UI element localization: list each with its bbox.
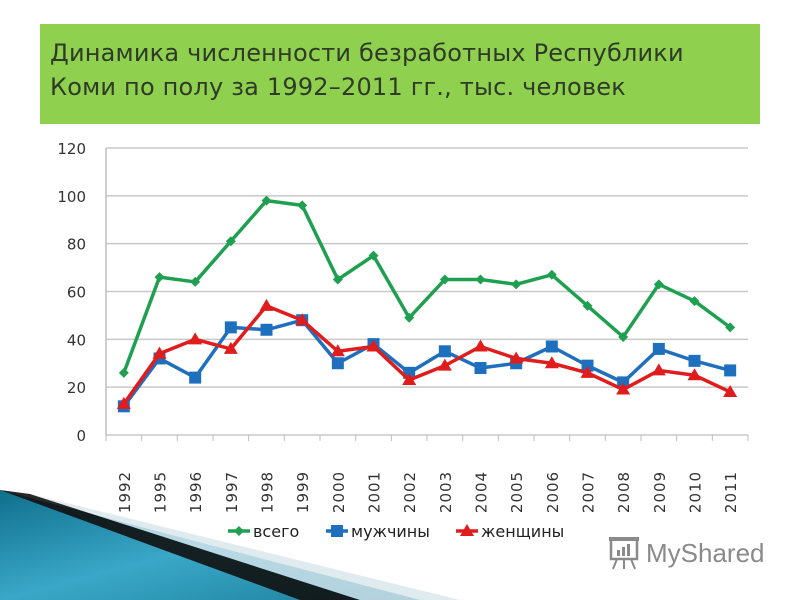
diamond-marker <box>404 312 415 323</box>
square-marker <box>652 342 665 355</box>
diamond-marker <box>297 200 308 211</box>
title-line-1: Динамика численности безработных Республ… <box>50 39 684 67</box>
title-banner: Динамика численности безработных Республ… <box>40 24 760 124</box>
triangle-marker <box>259 298 274 311</box>
watermark-text: MyShared <box>646 537 765 568</box>
square-marker <box>331 357 344 370</box>
triangle-marker <box>616 382 631 395</box>
triangle-marker <box>366 339 381 352</box>
x-tick-label: 2009 <box>651 471 669 513</box>
diamond-marker <box>332 274 343 285</box>
triangle-marker <box>437 358 452 371</box>
decorative-corner <box>0 490 460 600</box>
triangle-marker <box>295 313 310 326</box>
diamond-marker <box>689 296 700 307</box>
x-tick-label: 1997 <box>223 471 241 513</box>
diamond-marker <box>234 526 244 536</box>
series-line <box>122 198 732 374</box>
diamond-marker <box>618 331 629 342</box>
x-tick-label: 2011 <box>722 471 740 513</box>
square-marker <box>545 340 558 353</box>
series-diamond <box>118 195 736 378</box>
x-tick-label: 1998 <box>259 471 277 513</box>
x-tick-label: 2004 <box>473 471 491 513</box>
diamond-marker <box>225 236 236 247</box>
diamond-marker <box>368 250 379 261</box>
x-tick-label: 2008 <box>615 471 633 513</box>
x-tick-label: 1996 <box>187 471 205 513</box>
triangle-marker <box>460 524 474 536</box>
square-marker <box>438 345 451 358</box>
triangle-marker <box>544 356 559 369</box>
triangle-marker <box>723 384 738 397</box>
triangle-marker <box>188 332 203 345</box>
triangle-marker <box>580 365 595 378</box>
y-tick-label: 80 <box>67 236 86 254</box>
diamond-marker <box>546 269 557 280</box>
y-tick-label: 120 <box>57 140 86 158</box>
x-tick-label: 2002 <box>401 471 419 513</box>
diamond-marker <box>582 300 593 311</box>
diamond-marker <box>725 322 736 333</box>
diamond-marker <box>261 195 272 206</box>
x-tick-label: 1992 <box>116 471 134 513</box>
legend-label: всего <box>253 522 299 541</box>
x-tick-label: 2000 <box>330 471 348 513</box>
y-tick-label: 20 <box>67 379 86 397</box>
legend-label: женщины <box>481 522 564 541</box>
series-line <box>122 304 731 405</box>
triangle-marker <box>152 346 167 359</box>
triangle-marker <box>473 339 488 352</box>
triangle-marker <box>651 363 666 376</box>
series-line <box>122 318 731 408</box>
diamond-marker <box>439 274 450 285</box>
legend: всего мужчины женщины <box>228 522 564 541</box>
square-marker <box>331 525 343 537</box>
y-tick-label: 100 <box>57 188 86 206</box>
diamond-marker <box>190 276 201 287</box>
triangle-marker <box>330 344 345 357</box>
square-marker <box>260 323 273 336</box>
diamond-marker <box>653 279 664 290</box>
diamond-marker <box>154 272 165 283</box>
square-marker <box>724 364 737 377</box>
square-marker <box>581 359 594 372</box>
x-tick-label: 2003 <box>437 471 455 513</box>
triangle-marker <box>402 372 417 385</box>
watermark-logo: MyShared <box>608 536 765 570</box>
x-tick-label: 2010 <box>687 471 705 513</box>
legend-label: мужчины <box>351 522 430 541</box>
x-tick-label: 2007 <box>580 471 598 513</box>
triangle-marker <box>223 341 238 354</box>
y-tick-label: 0 <box>76 427 86 445</box>
y-tick-label: 40 <box>67 331 86 349</box>
square-marker <box>688 354 701 367</box>
x-tick-label: 2001 <box>366 471 384 513</box>
square-marker <box>617 376 630 389</box>
square-marker <box>189 371 202 384</box>
chart-title: Динамика численности безработных Республ… <box>50 36 750 104</box>
diamond-marker <box>511 279 522 290</box>
diamond-marker <box>475 274 486 285</box>
diamond-marker <box>118 367 129 378</box>
title-line-2: Коми по полу за 1992–2011 гг., тыс. чело… <box>50 73 626 101</box>
triangle-marker <box>687 368 702 381</box>
x-tick-label: 2005 <box>508 471 526 513</box>
square-marker <box>474 362 487 375</box>
x-tick-label: 1995 <box>152 471 170 513</box>
y-tick-label: 60 <box>67 284 86 302</box>
series-triangle <box>116 298 738 409</box>
series-square <box>117 314 737 413</box>
x-tick-label: 2006 <box>544 471 562 513</box>
triangle-marker <box>116 396 131 409</box>
presentation-board-icon <box>609 537 639 570</box>
triangle-marker <box>509 351 524 364</box>
x-tick-label: 1999 <box>294 471 312 513</box>
square-marker <box>224 321 237 334</box>
